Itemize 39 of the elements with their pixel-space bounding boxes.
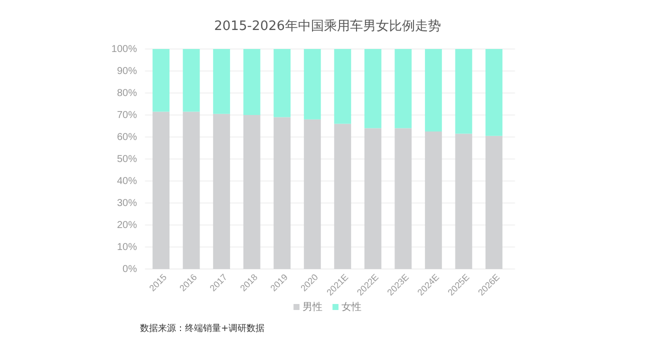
y-tick-label: 0% [122,264,138,276]
bar [424,132,442,269]
bar [334,49,352,124]
bar [182,49,200,112]
bar [213,49,230,114]
bar [304,119,321,269]
bar [455,49,472,134]
bar [424,49,442,132]
bar [455,134,472,269]
y-tick-label: 80% [116,88,138,100]
bar [485,49,502,136]
y-tick-label: 100% [111,44,138,56]
y-tick-label: 90% [116,66,138,78]
bar [152,49,170,112]
legend-label: 男性 [302,301,322,313]
y-tick-label: 40% [116,176,138,188]
y-tick-label: 70% [116,110,138,122]
bar [152,112,170,269]
bar [243,115,260,269]
bar [274,49,291,118]
bar [394,49,412,128]
y-tick-label: 10% [116,242,138,254]
bar [213,114,230,269]
bar [364,128,382,269]
bar [364,49,382,128]
bar [394,128,412,269]
bar [274,117,291,269]
y-tick-label: 30% [116,198,138,210]
y-tick-label: 50% [116,154,138,166]
y-tick-label: 60% [116,132,138,144]
bar [485,136,502,269]
bar [182,112,200,269]
bar [243,49,260,115]
bar [304,49,321,120]
chart-title: 2015-2026年中国乘用车男女比例走势 [214,19,441,34]
legend-label: 女性 [342,301,362,313]
y-tick-label: 20% [116,220,138,232]
source-note: 数据来源：终端销量+调研数据 [140,323,265,334]
bar [334,124,352,269]
